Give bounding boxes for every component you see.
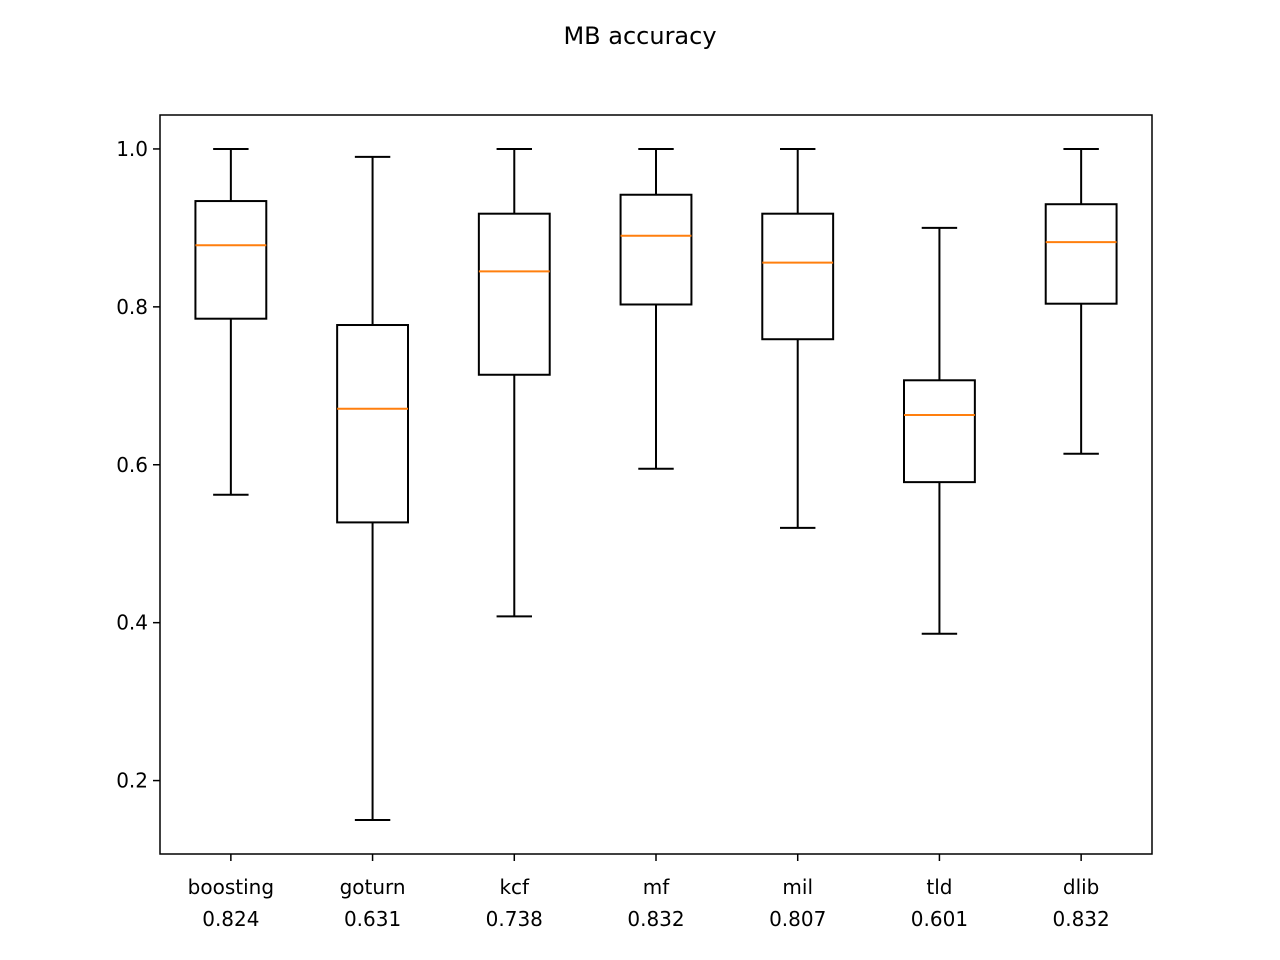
x-tick-value-label: 0.832 <box>1053 907 1110 931</box>
y-tick-label: 0.4 <box>116 611 148 635</box>
iqr-box <box>1044 203 1118 305</box>
boxes-group <box>194 147 1118 822</box>
x-tick-label: goturn <box>340 875 406 899</box>
plot-area-frame <box>159 114 1153 855</box>
iqr-box <box>761 212 835 341</box>
box-boosting <box>194 147 268 496</box>
box-mf <box>619 147 693 470</box>
box-tld <box>903 226 976 635</box>
x-tick-value-label: 0.601 <box>911 907 968 931</box>
x-tick-label: kcf <box>499 875 530 899</box>
box-goturn <box>336 155 409 822</box>
x-tick-value-label: 0.807 <box>769 907 826 931</box>
x-tick-value-label: 0.631 <box>344 907 401 931</box>
iqr-box <box>194 200 268 320</box>
x-tick-value-label: 0.824 <box>202 907 259 931</box>
iqr-box <box>336 324 409 524</box>
y-tick-label: 0.2 <box>116 769 148 793</box>
x-tick-label: tld <box>926 875 952 899</box>
y-tick-label: 1.0 <box>116 137 148 161</box>
chart-title: MB accuracy <box>563 22 716 50</box>
box-kcf <box>477 147 551 618</box>
box-dlib <box>1044 147 1118 455</box>
y-axis: 0.2 0.4 0.6 0.8 1.0 <box>116 137 160 793</box>
iqr-box <box>619 193 693 306</box>
x-tick-label: mf <box>643 875 670 899</box>
x-tick-value-label: 0.832 <box>627 907 684 931</box>
y-tick-label: 0.8 <box>116 295 148 319</box>
x-axis: boosting 0.824 goturn 0.631 kcf 0.738 mf 0.832 m… <box>188 854 1110 931</box>
x-tick-label: mil <box>782 875 813 899</box>
x-tick-label: boosting <box>188 875 274 899</box>
x-tick-label: dlib <box>1063 875 1100 899</box>
iqr-box <box>477 212 551 376</box>
box-mil <box>761 147 835 529</box>
y-tick-label: 0.6 <box>116 453 148 477</box>
iqr-box <box>903 379 976 484</box>
x-tick-value-label: 0.738 <box>486 907 543 931</box>
